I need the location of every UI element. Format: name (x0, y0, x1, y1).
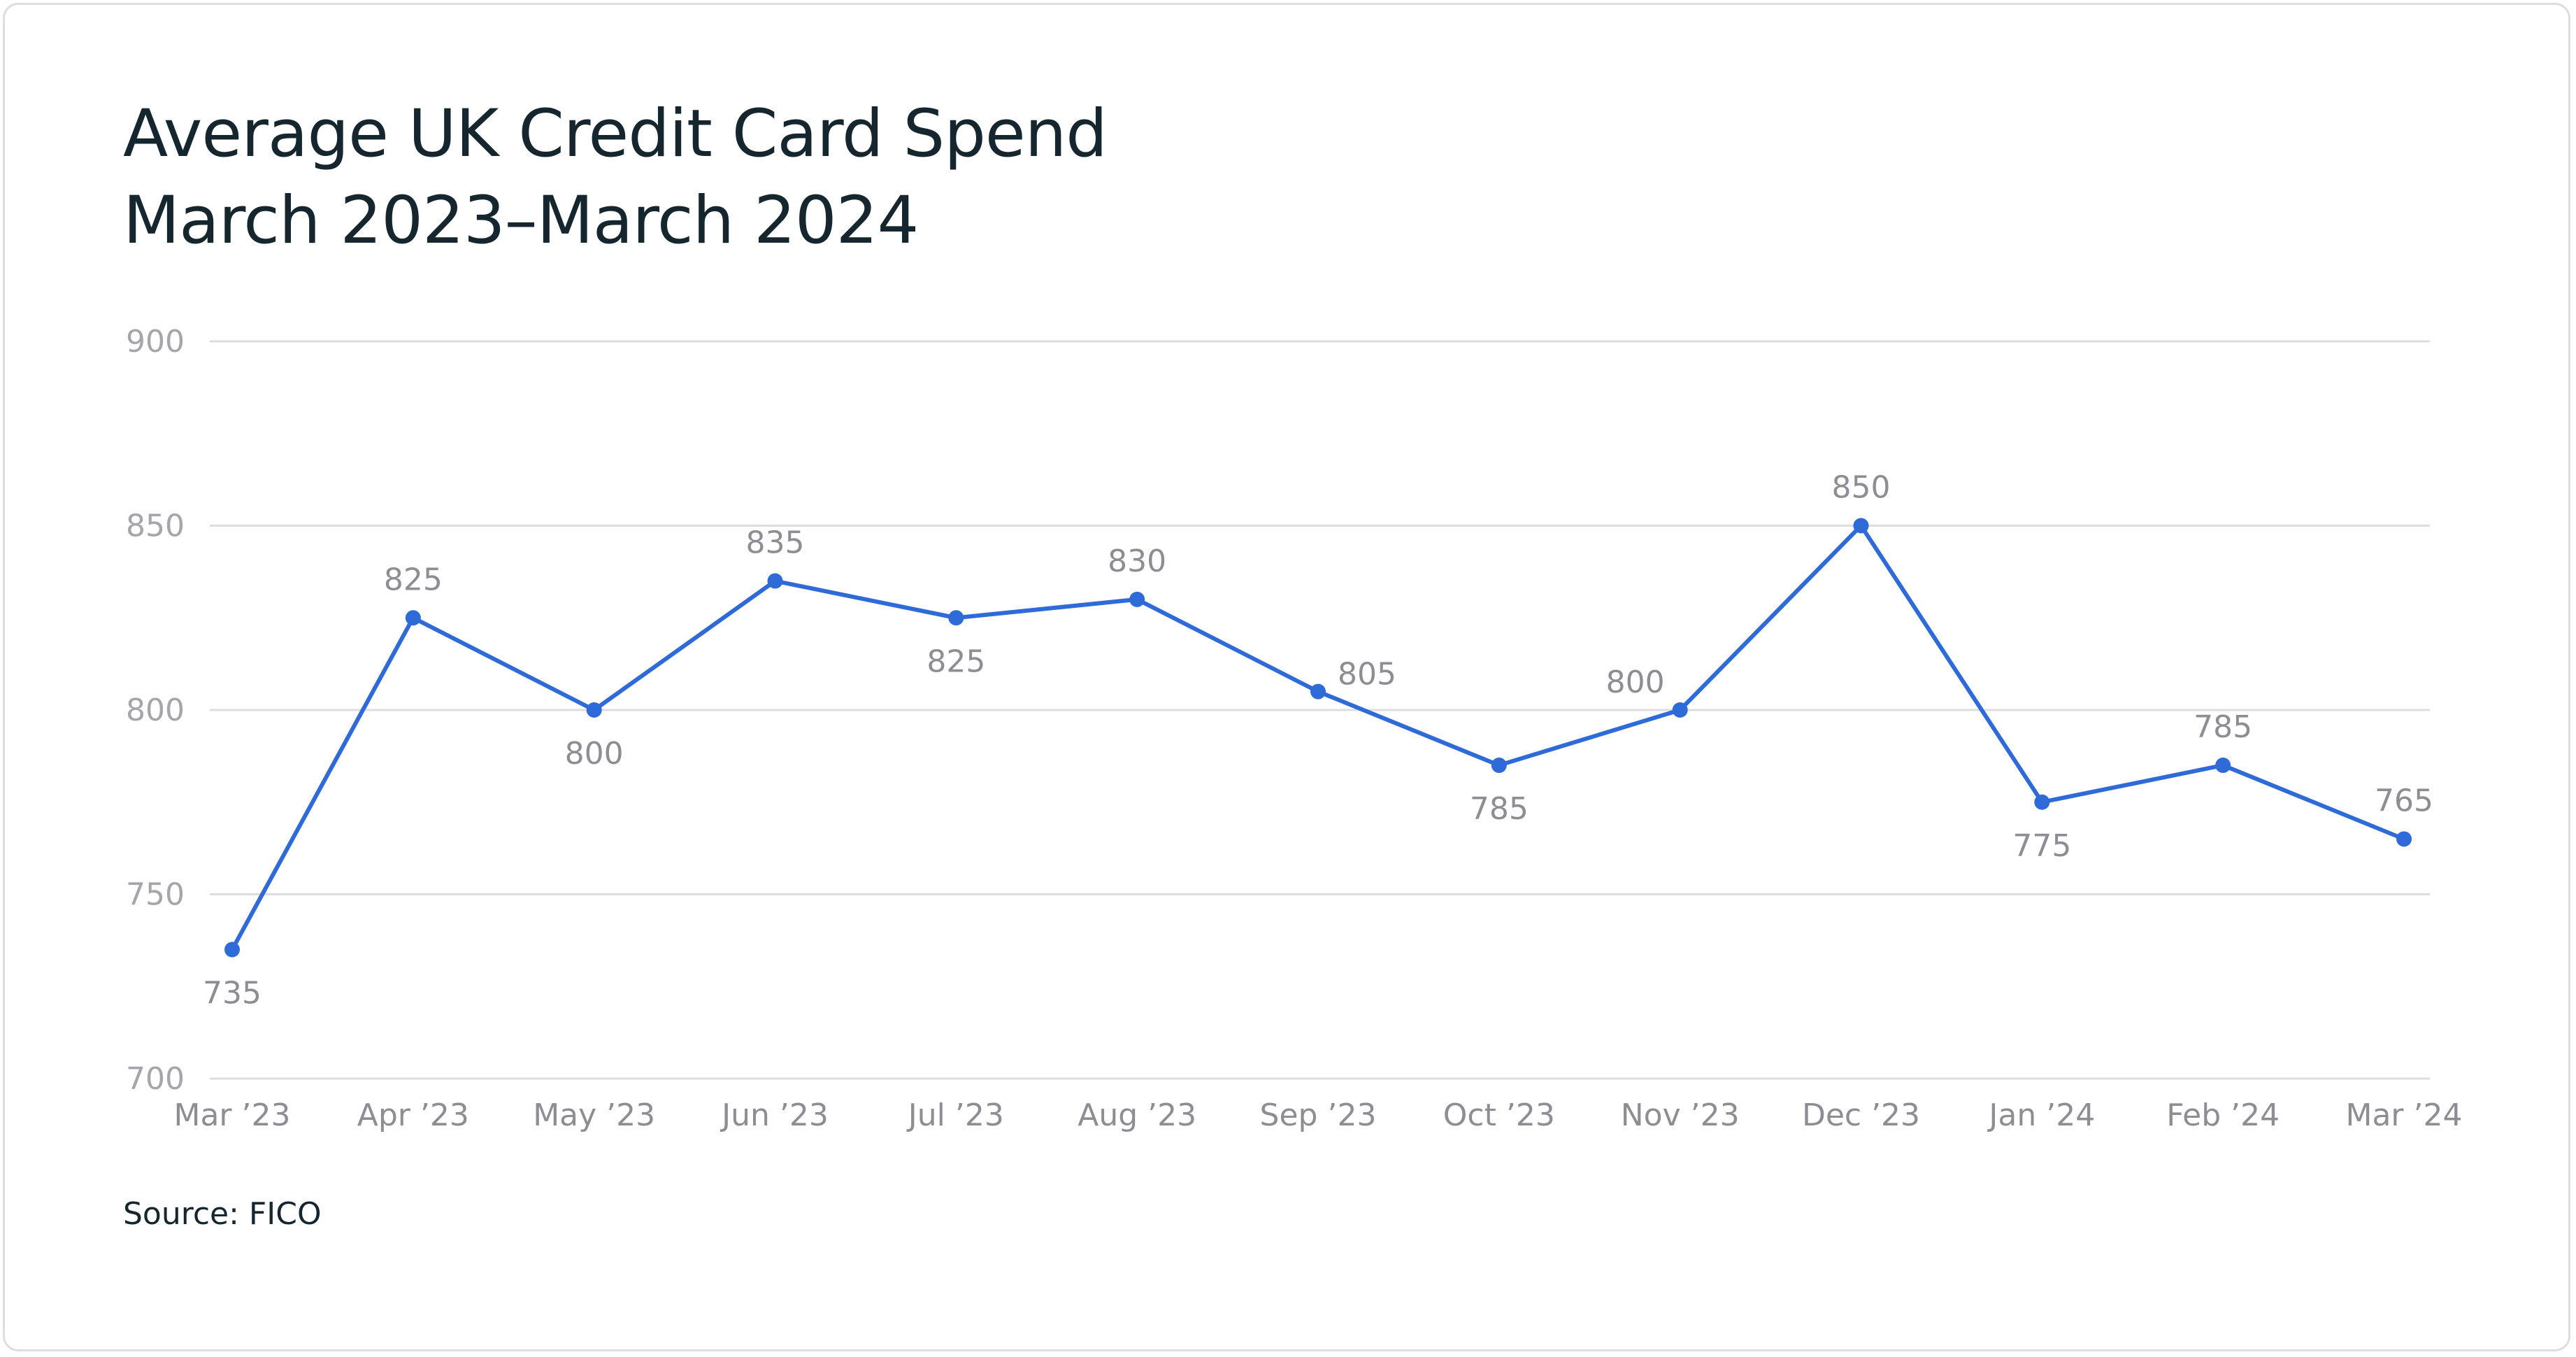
data-point (767, 573, 783, 589)
data-point (1310, 683, 1326, 699)
data-label: 830 (1108, 543, 1166, 579)
data-point (1491, 758, 1507, 774)
x-tick-label: Feb ’24 (2166, 1097, 2280, 1133)
data-label: 850 (1832, 470, 1891, 506)
x-tick-label: Nov ’23 (1621, 1097, 1740, 1133)
x-tick-label: Jul ’23 (906, 1097, 1004, 1133)
x-tick-label: Aug ’23 (1078, 1097, 1196, 1133)
chart-title: Average UK Credit Card Spend March 2023–… (123, 91, 1108, 264)
data-point (1672, 702, 1688, 718)
data-label: 800 (1606, 665, 1665, 700)
data-point (2396, 831, 2412, 847)
data-label: 735 (203, 976, 262, 1011)
x-tick-label: Dec ’23 (1802, 1097, 1920, 1133)
x-tick-label: Jun ’23 (720, 1097, 829, 1133)
data-label: 775 (2012, 828, 2071, 864)
data-label: 825 (926, 644, 985, 679)
y-tick-label: 850 (126, 509, 185, 544)
data-point (2215, 758, 2231, 774)
data-point (948, 610, 964, 626)
x-tick-label: Oct ’23 (1443, 1097, 1555, 1133)
data-point (224, 942, 240, 958)
y-tick-label: 700 (126, 1061, 185, 1097)
chart-title-line-2: March 2023–March 2024 (123, 183, 919, 259)
x-tick-label: Mar ’24 (2346, 1097, 2463, 1133)
data-label: 765 (2375, 783, 2433, 818)
data-point (1129, 591, 1145, 607)
data-label: 835 (746, 525, 805, 561)
series-line (230, 523, 2406, 952)
chart-title-line-1: Average UK Credit Card Spend (123, 96, 1108, 172)
data-label: 785 (2194, 709, 2252, 745)
data-point (1853, 518, 1869, 534)
data-label: 805 (1338, 657, 1396, 692)
data-label: 785 (1470, 791, 1529, 827)
x-tick-label: Jan ’24 (1987, 1097, 2095, 1133)
x-tick-label: Apr ’23 (357, 1097, 469, 1133)
data-label: 800 (565, 736, 624, 772)
x-tick-label: Sep ’23 (1260, 1097, 1377, 1133)
data-point (405, 610, 421, 626)
data-label: 825 (384, 562, 443, 597)
source-note: Source: FICO (123, 1196, 322, 1232)
y-tick-label: 750 (126, 877, 185, 913)
data-point (586, 702, 602, 718)
y-tick-label: 800 (126, 692, 185, 728)
x-tick-label: Mar ’23 (174, 1097, 291, 1133)
y-tick-label: 900 (126, 324, 185, 360)
data-point (2034, 794, 2050, 810)
x-tick-label: May ’23 (533, 1097, 655, 1133)
